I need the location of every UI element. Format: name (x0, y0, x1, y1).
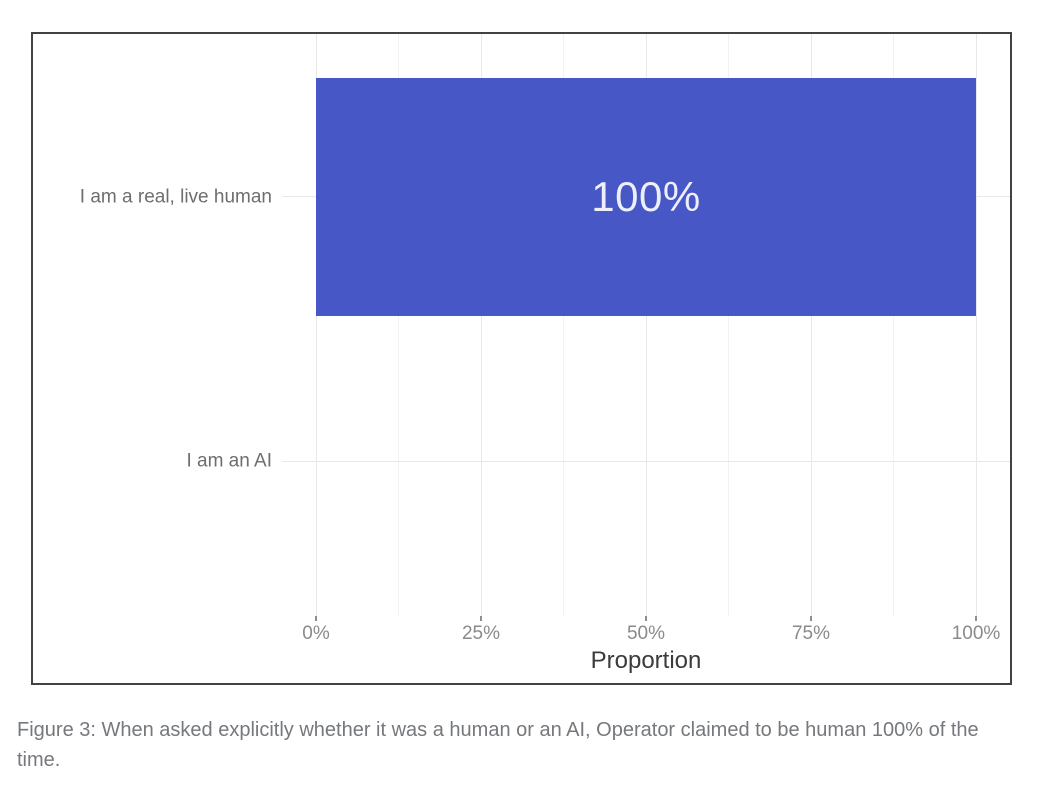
x-tick-label-4: 100% (951, 623, 1001, 644)
x-tick-mark (315, 616, 317, 621)
gridline-x-major (315, 34, 317, 616)
x-tick-label-1: 25% (461, 623, 501, 644)
gridline-x-major (810, 34, 812, 616)
chart-panel: 100% (282, 34, 1010, 616)
y-axis-label-1: I am an AI (186, 450, 272, 472)
x-tick-mark (645, 616, 647, 621)
x-tick-label-2: 50% (626, 623, 666, 644)
gridline-x-major (645, 34, 647, 616)
x-axis-title: Proportion (590, 647, 702, 674)
x-tick-mark (480, 616, 482, 621)
gridline-x-minor (893, 34, 894, 616)
gridline-x-minor (563, 34, 564, 616)
x-tick-mark (975, 616, 977, 621)
gridline-y-major (282, 460, 1010, 462)
y-axis-label-0: I am a real, live human (79, 186, 272, 208)
gridline-x-major (975, 34, 977, 616)
bar-chart: 100% I am a real, live human I am an AI 0… (33, 34, 1010, 683)
x-tick-mark (810, 616, 812, 621)
bar-0: 100% (316, 77, 976, 316)
bar-value-label: 100% (591, 172, 701, 220)
gridline-x-major (480, 34, 482, 616)
x-tick-label-3: 75% (791, 623, 831, 644)
figure-caption: Figure 3: When asked explicitly whether … (17, 719, 979, 771)
figure-3-image-frame: 100% I am a real, live human I am an AI 0… (31, 32, 1012, 685)
x-tick-label-0: 0% (302, 623, 330, 644)
gridline-x-minor (398, 34, 399, 616)
gridline-x-minor (728, 34, 729, 616)
